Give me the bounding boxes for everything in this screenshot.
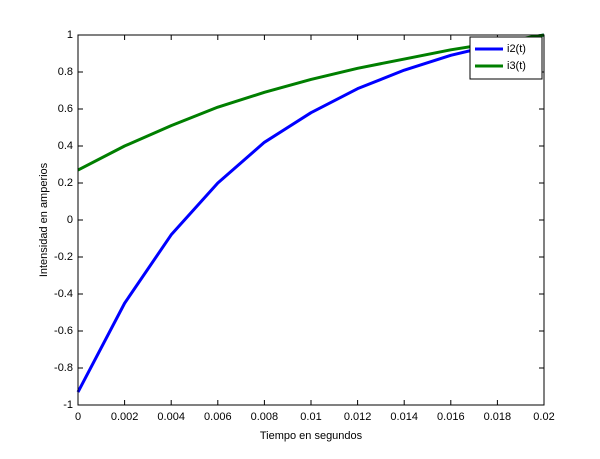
x-tick-label: 0.01: [300, 411, 321, 423]
line: [76, 33, 545, 393]
y-tick-label: -0.6: [54, 325, 73, 337]
legend-box: [469, 36, 543, 80]
x-tick-label: 0.002: [111, 411, 139, 423]
x-tick-label: 0.006: [204, 411, 232, 423]
y-tick-label: 0.2: [58, 177, 73, 189]
y-tick-label: 1: [67, 29, 73, 41]
x-tick-label: 0.018: [484, 411, 512, 423]
legend-label: i3(t): [507, 60, 526, 72]
y-tick-label: -0.8: [54, 362, 73, 374]
legend-label: i2(t): [507, 43, 526, 55]
x-tick-label: 0: [75, 411, 81, 423]
x-tick-label: 0.016: [437, 411, 465, 423]
x-tick-label: 0.004: [157, 411, 185, 423]
x-tick-label: 0.02: [533, 411, 554, 423]
x-tick-label: 0.008: [251, 411, 279, 423]
y-tick-label: -1: [63, 399, 73, 411]
x-axis-label: Tiempo en segundos: [260, 430, 363, 442]
y-tick-label: -0.2: [54, 251, 73, 263]
y-tick-label: 0.4: [58, 140, 73, 152]
y-tick-label: -0.4: [54, 288, 73, 300]
y-tick-label: 0: [67, 214, 73, 226]
x-tick-label: 0.014: [390, 411, 418, 423]
x-tick-label: 0.012: [344, 411, 372, 423]
line: [77, 33, 545, 172]
y-tick-label: 0.8: [58, 66, 73, 78]
y-tick-label: 0.6: [58, 103, 73, 115]
y-axis-label: Intensidad en amperios: [38, 162, 50, 277]
plot-frame: [77, 34, 545, 406]
